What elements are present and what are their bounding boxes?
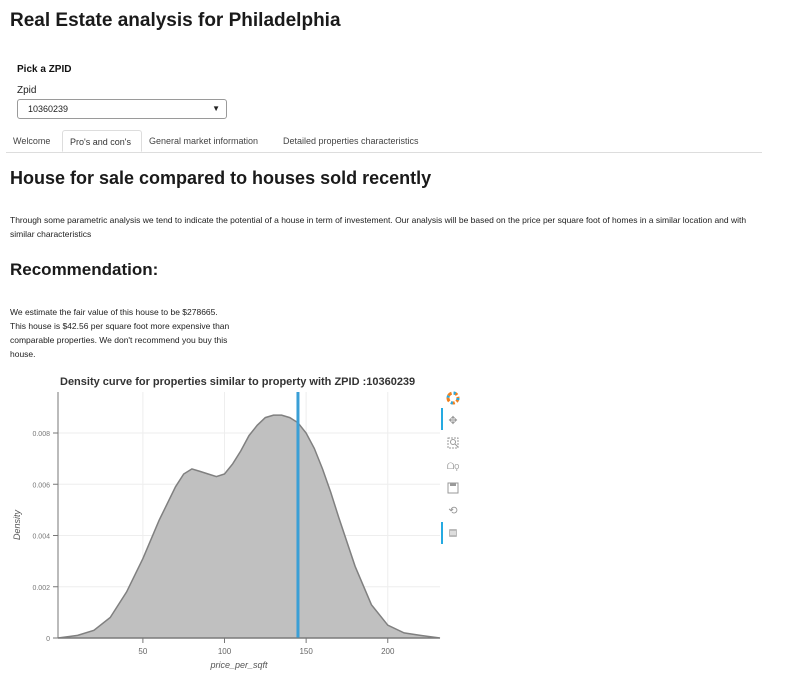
hover-icon[interactable] (445, 525, 461, 541)
x-tick-label: 200 (381, 647, 395, 656)
tab-pros-cons[interactable]: Pro's and con's (62, 130, 142, 152)
save-icon[interactable] (445, 480, 461, 496)
intro-paragraph: Through some parametric analysis we tend… (10, 215, 747, 239)
recommendation-text: We estimate the fair value of this house… (10, 307, 230, 359)
tab-bar: Welcome Pro's and con's General market i… (6, 130, 762, 153)
box-zoom-icon[interactable] (445, 435, 461, 451)
wheel-zoom-icon[interactable]: ᗝ⚲ (446, 460, 460, 471)
dropdown-arrow-icon: ▼ (212, 104, 220, 113)
hover-active-indicator (441, 522, 443, 544)
section-heading: House for sale compared to houses sold r… (10, 168, 432, 188)
y-tick-label: 0 (46, 636, 50, 643)
x-axis-label: price_per_sqft (209, 660, 268, 670)
page-title: Real Estate analysis for Philadelphia (10, 10, 341, 31)
y-axis-label: Density (12, 509, 22, 540)
x-tick-label: 150 (299, 647, 313, 656)
density-area (57, 414, 441, 639)
chart-title: Density curve for properties similar to … (60, 376, 415, 388)
zpid-field-label: Zpid (17, 85, 37, 96)
y-tick-label: 0.002 (32, 585, 50, 592)
x-tick-label: 50 (138, 647, 147, 656)
tab-general-market[interactable]: General market information (149, 136, 259, 146)
zpid-select-value: 10360239 (28, 104, 69, 114)
tab-welcome[interactable]: Welcome (13, 136, 51, 146)
pan-icon[interactable]: ✥ (448, 414, 458, 427)
pan-active-indicator (441, 408, 443, 430)
y-tick-label: 0.006 (32, 482, 50, 489)
density-chart[interactable]: Density curve for properties similar to … (0, 370, 480, 678)
chart-toolbar: ✥ ᗝ⚲ ⟲ (441, 388, 465, 558)
y-tick-label: 0.004 (32, 534, 50, 541)
zpid-select[interactable]: 10360239 ▼ (17, 99, 227, 119)
x-tick-label: 100 (218, 647, 232, 656)
reset-icon[interactable]: ⟲ (448, 504, 458, 517)
tab-detailed-characteristics[interactable]: Detailed properties characteristics (283, 136, 419, 146)
recommendation-heading: Recommendation: (10, 260, 159, 279)
pick-zpid-label: Pick a ZPID (17, 64, 72, 75)
bokeh-logo-icon[interactable] (445, 390, 461, 406)
y-tick-label: 0.008 (32, 431, 50, 438)
